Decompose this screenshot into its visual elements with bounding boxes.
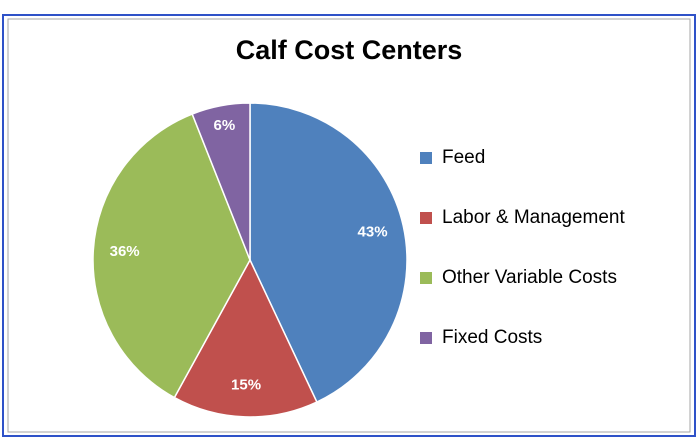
legend-swatch xyxy=(420,152,432,164)
chart-title: Calf Cost Centers xyxy=(236,35,463,65)
pie-slice xyxy=(249,102,408,404)
plot-frame xyxy=(7,18,691,433)
data-label: 15% xyxy=(231,377,261,394)
legend-swatch xyxy=(420,332,432,344)
legend-label: Feed xyxy=(442,147,485,168)
pie-slice xyxy=(92,113,251,399)
data-label: 6% xyxy=(214,117,236,134)
pie-slice xyxy=(173,258,318,418)
legend-swatch xyxy=(420,212,432,224)
legend-label: Other Variable Costs xyxy=(442,267,617,288)
data-label: 43% xyxy=(358,224,388,241)
legend-swatch xyxy=(420,272,432,284)
legend-label: Fixed Costs xyxy=(442,327,542,348)
pie-slice xyxy=(191,102,251,261)
data-label: 36% xyxy=(110,243,140,260)
legend-label: Labor & Management xyxy=(442,207,625,228)
